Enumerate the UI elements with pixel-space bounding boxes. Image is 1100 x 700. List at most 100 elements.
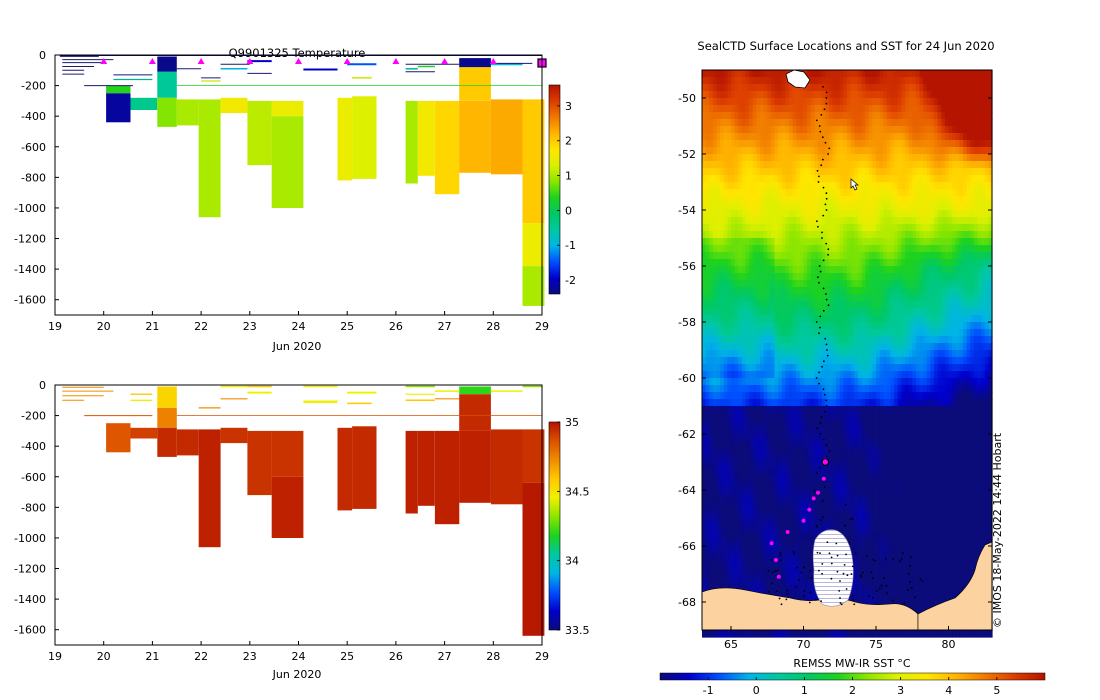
sst-cell (814, 343, 819, 351)
sst-cell (825, 77, 830, 85)
sst-cell (705, 98, 710, 106)
sst-cell (799, 112, 805, 120)
sst-cell (955, 189, 960, 197)
sst-cell (847, 448, 852, 456)
sst-cell (727, 483, 732, 491)
sst-cell (778, 147, 783, 155)
sst-cell (944, 140, 950, 148)
sst-cell (785, 364, 790, 372)
sst-cell (868, 392, 873, 400)
sst-cell (745, 294, 750, 302)
sst-cell (923, 357, 928, 365)
sst-cell (897, 280, 902, 288)
sst-cell (977, 308, 982, 316)
sst-cell (727, 105, 732, 113)
sst-cell (778, 329, 783, 337)
sst-cell (930, 455, 935, 463)
sst-cell (937, 273, 942, 281)
sst-cell (959, 175, 964, 183)
sst-cell (723, 357, 728, 365)
sst-cell (868, 126, 873, 134)
sst-cell (727, 147, 732, 155)
sst-cell (778, 140, 783, 148)
y-tick-label: -1600 (14, 624, 46, 637)
sst-cell (973, 77, 979, 85)
sst-cell (915, 140, 921, 148)
sst-cell (941, 105, 946, 113)
sst-cell (901, 210, 906, 218)
sst-cell (952, 98, 957, 106)
sst-cell (963, 182, 968, 190)
sst-cell (941, 406, 946, 414)
sst-cell (705, 196, 710, 204)
sst-cell (944, 434, 950, 442)
sst-cell (988, 350, 993, 358)
sst-cell (977, 378, 982, 386)
sst-cell (966, 273, 971, 281)
sst-cell (857, 315, 863, 323)
sst-cell (818, 252, 823, 260)
sst-cell (839, 392, 844, 400)
sst-cell (890, 168, 895, 176)
sst-cell (781, 252, 786, 260)
sst-cell (807, 483, 812, 491)
sst-cell (850, 385, 855, 393)
sst-cell (727, 420, 732, 428)
sst-cell (984, 238, 989, 246)
sst-cell (705, 231, 710, 239)
sst-cell (861, 469, 866, 477)
sst-cell (883, 399, 888, 407)
sst-cell (803, 266, 808, 274)
sst-cell (723, 315, 728, 323)
sst-cell (955, 301, 960, 309)
sst-cell (988, 182, 993, 190)
sst-cell (734, 203, 739, 211)
sst-cell (915, 203, 921, 211)
sst-cell (745, 133, 750, 141)
sst-cell (901, 126, 906, 134)
sst-cell (774, 245, 779, 253)
sst-cell (705, 406, 710, 414)
sst-cell (959, 336, 964, 344)
sst-cell (934, 287, 939, 295)
sst-cell (926, 238, 931, 246)
sst-cell (959, 91, 964, 99)
sst-cell (836, 413, 841, 421)
sst-cell (807, 238, 812, 246)
sst-cell (705, 77, 710, 85)
sst-cell (749, 476, 754, 484)
sst-cell (886, 371, 892, 379)
sst-cell (843, 469, 848, 477)
sst-cell (883, 371, 888, 379)
sst-cell (868, 189, 873, 197)
sst-cell (952, 119, 957, 127)
sst-cell (723, 287, 728, 295)
sst-cell (977, 462, 982, 470)
sst-cell (828, 378, 834, 386)
sst-cell (723, 399, 728, 407)
sst-cell (767, 196, 772, 204)
sst-cell (731, 343, 736, 351)
sst-cell (774, 280, 779, 288)
sst-cell (741, 406, 747, 414)
sst-cell (872, 168, 877, 176)
sst-cell (915, 371, 921, 379)
sst-cell (716, 343, 721, 351)
sst-cell (709, 483, 714, 491)
sst-cell (970, 280, 975, 288)
sst-cell (912, 105, 917, 113)
sst-cell (738, 301, 743, 309)
sst-field (702, 70, 993, 638)
sst-cell (807, 315, 812, 323)
sst-cell (799, 308, 805, 316)
sst-cell (752, 168, 757, 176)
sst-cell (847, 105, 852, 113)
sst-cell (781, 294, 786, 302)
sst-cell (847, 273, 852, 281)
sst-cell (879, 154, 884, 162)
sst-cell (923, 259, 928, 267)
sst-cell (872, 455, 877, 463)
sst-cell (818, 357, 823, 365)
sst-cell (959, 455, 964, 463)
sst-cell (948, 448, 953, 456)
